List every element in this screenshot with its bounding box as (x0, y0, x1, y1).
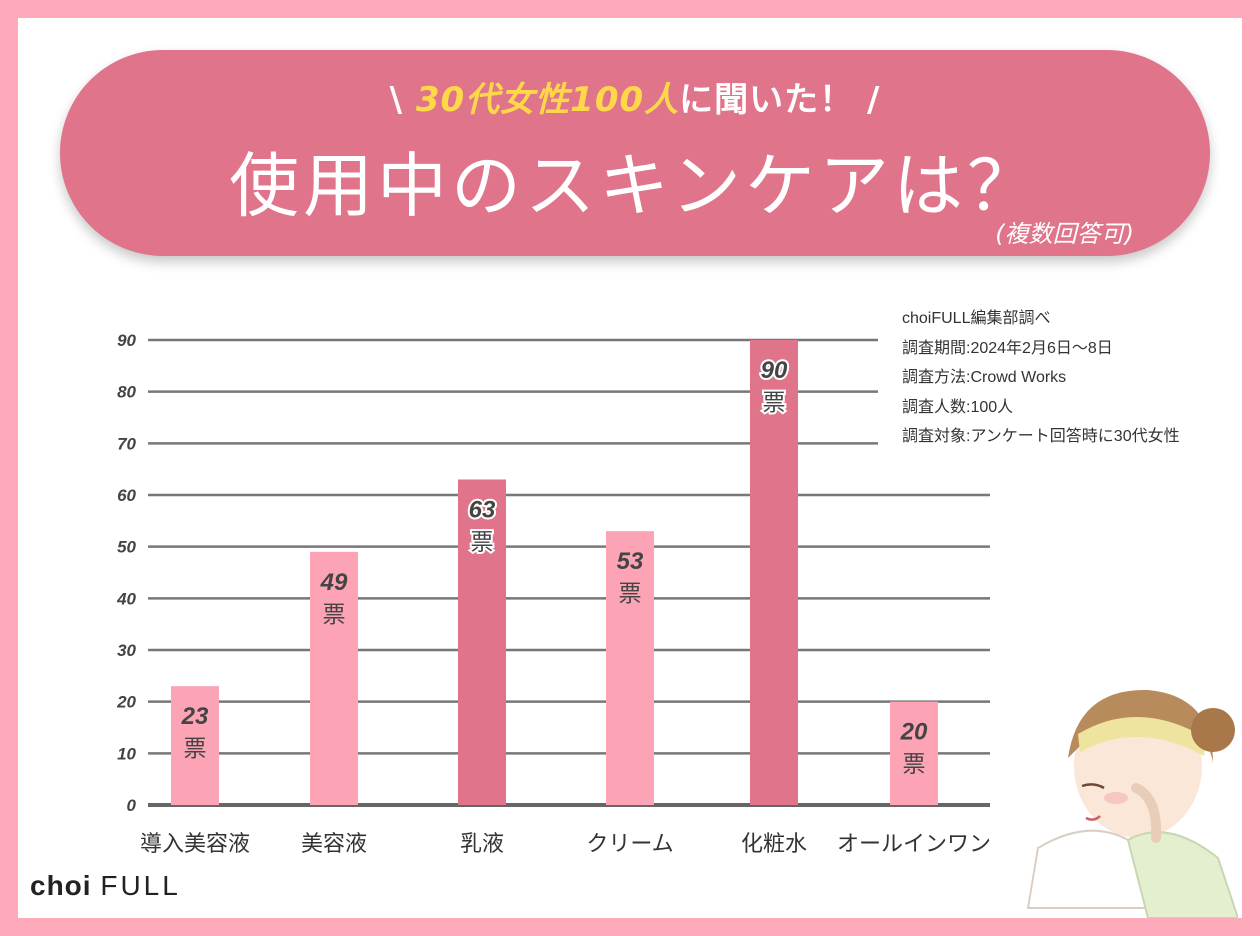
bar (890, 701, 938, 805)
x-category-label: 化粧水 (741, 832, 807, 857)
data-label-unit: 票 (184, 736, 207, 762)
subtitle-highlight: 30代女性100人 (415, 80, 680, 120)
data-label-unit: 票 (323, 602, 346, 628)
x-category-label: 乳液 (460, 832, 504, 857)
y-tick-label: 10 (117, 744, 136, 763)
y-tick-label: 30 (117, 641, 136, 660)
y-tick-label: 60 (117, 486, 136, 505)
bar (750, 340, 798, 805)
data-label: 90 (761, 357, 788, 384)
y-tick-label: 40 (116, 589, 136, 608)
logo-full: FULL (100, 870, 181, 901)
data-label-unit: 票 (763, 390, 786, 416)
banner-note: (複数回答可) (995, 220, 1134, 248)
x-category-label: 導入美容液 (140, 832, 250, 857)
brand-logo: choi FULL (30, 870, 181, 902)
data-label: 20 (900, 719, 928, 746)
data-label-unit: 票 (619, 581, 642, 607)
subtitle-suffix: / (854, 80, 881, 120)
banner-subtitle: \ 30代女性100人に聞いた！ / (60, 72, 1210, 121)
bar (310, 551, 358, 805)
data-label: 53 (617, 548, 644, 575)
survey-target: 調査対象:アンケート回答時に30代女性 (902, 428, 1180, 445)
survey-method: 調査方法:Crowd Works (902, 369, 1067, 386)
logo-choi: choi (30, 870, 92, 901)
woman-illustration-icon (1026, 689, 1238, 918)
y-tick-label: 0 (127, 796, 137, 815)
survey-info: choiFULL編集部調べ 調査期間:2024年2月6日〜8日 調査方法:Cro… (902, 304, 1180, 452)
y-tick-label: 20 (116, 693, 136, 712)
x-category-label: オールインワン (837, 832, 991, 857)
data-label-unit: 票 (903, 752, 926, 778)
y-tick-label: 90 (117, 331, 136, 350)
data-label: 23 (181, 703, 209, 730)
bar (458, 479, 506, 805)
subtitle-mid: に聞いた！ (679, 80, 855, 120)
title-banner: \ 30代女性100人に聞いた！ / 使用中のスキンケアは？ (複数回答可) (60, 50, 1210, 256)
x-category-label: クリーム (586, 832, 673, 857)
survey-source: choiFULL編集部調べ (902, 310, 1051, 327)
y-tick-label: 80 (117, 383, 136, 402)
survey-count: 調査人数:100人 (902, 398, 1014, 416)
bar (606, 531, 654, 805)
data-label-unit: 票 (471, 530, 494, 556)
survey-period: 調査期間:2024年2月6日〜8日 (902, 339, 1113, 357)
x-category-label: 美容液 (301, 832, 367, 857)
banner-title: 使用中のスキンケアは？ (229, 145, 1041, 227)
data-label: 63 (469, 497, 496, 524)
bar (171, 686, 219, 805)
poster-frame: \ 30代女性100人に聞いた！ / 使用中のスキンケアは？ (複数回答可) c… (18, 18, 1242, 918)
y-tick-label: 70 (117, 434, 136, 453)
data-label: 49 (320, 569, 348, 596)
y-tick-label: 50 (117, 538, 136, 557)
subtitle-prefix: \ (389, 80, 416, 120)
